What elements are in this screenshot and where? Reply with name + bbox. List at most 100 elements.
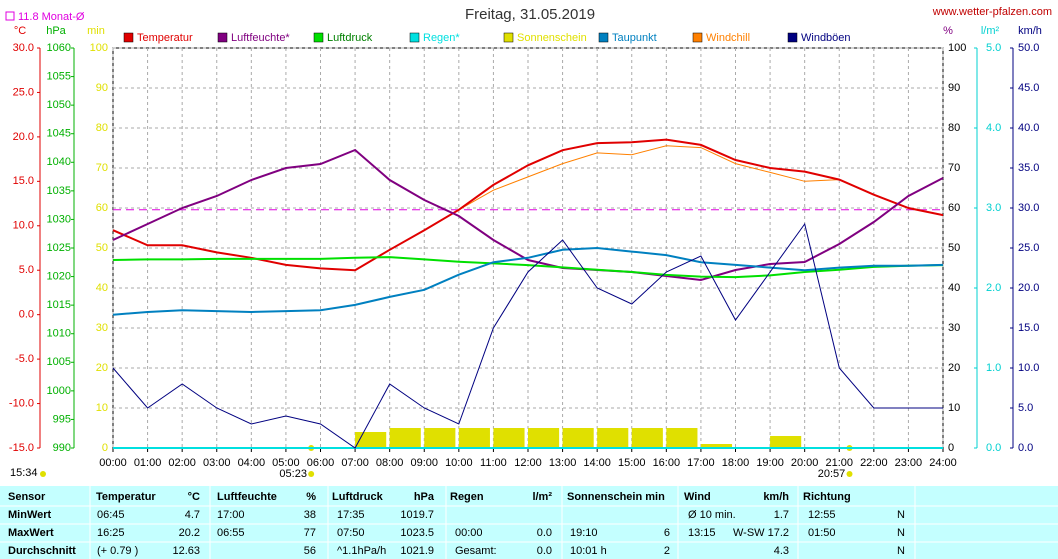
x-tick-label: 03:00 (203, 457, 231, 469)
table-header: °C (188, 491, 200, 503)
x-tick-label: 20:00 (791, 457, 819, 469)
y-tick-label: 1005 (47, 356, 71, 368)
month-average-label: 11.8 Monat-Ø (18, 11, 85, 23)
y-tick-label: 30.0 (13, 42, 34, 54)
y-tick-label: 1015 (47, 299, 71, 311)
table-cell: 1023.5 (400, 527, 434, 539)
table-cell: 4.3 (774, 545, 789, 557)
table-cell: 07:50 (337, 527, 365, 539)
y-tick-label: 70 (948, 162, 960, 174)
table-cell: 13:15 (688, 527, 716, 539)
table-header: % (306, 491, 316, 503)
x-tick-label: 18:00 (722, 457, 750, 469)
series-line (112, 148, 944, 282)
y-tick-label: 10.0 (1018, 362, 1039, 374)
sunshine-bar (666, 428, 698, 448)
table-header: Luftfeuchte (217, 491, 277, 503)
y-tick-label: 4.0 (986, 122, 1001, 134)
y-tick-label: 45.0 (1018, 82, 1039, 94)
sunshine-bar (424, 428, 456, 448)
sunshine-bar (493, 428, 525, 448)
table-cell: 0.0 (537, 545, 552, 557)
y-tick-label: 25.0 (1018, 242, 1039, 254)
legend-swatch (598, 32, 609, 43)
legend-label: Regen* (423, 32, 460, 44)
axis-unit: min (87, 25, 105, 37)
table-cell: 01:50 (808, 527, 836, 539)
table-header: Temperatur (96, 491, 156, 503)
table-header: Sonnenschein min (567, 491, 665, 503)
table-cell: 77 (304, 527, 316, 539)
y-tick-label: 10 (96, 402, 108, 414)
y-tick-label: -15.0 (9, 442, 34, 454)
axis-unit: % (943, 25, 953, 37)
x-tick-label: 08:00 (376, 457, 404, 469)
legend-swatch (409, 32, 420, 43)
table-header: Regen (450, 491, 484, 503)
y-tick-label: 50.0 (1018, 42, 1039, 54)
axis-unit: °C (14, 25, 26, 37)
table-cell: 00:00 (455, 527, 483, 539)
table-cell: N (897, 545, 905, 557)
y-tick-label: 100 (948, 42, 966, 54)
y-tick-label: 80 (96, 122, 108, 134)
site-name: www.wetter-pfalzen.com (932, 6, 1052, 18)
series-line (112, 138, 944, 272)
y-tick-label: 20.0 (1018, 282, 1039, 294)
table-header: l/m² (532, 491, 552, 503)
x-tick-label: 16:00 (653, 457, 681, 469)
table-cell: 17:35 (337, 509, 365, 521)
y-tick-label: 15.0 (1018, 322, 1039, 334)
y-tick-label: 1010 (47, 328, 71, 340)
sunset-label: 20:57 (818, 468, 846, 480)
x-tick-label: 04:00 (238, 457, 266, 469)
y-tick-label: 60 (96, 202, 108, 214)
legend-label: Sonnenschein (517, 32, 587, 44)
table-row-label: MaxWert (8, 527, 54, 539)
table-background (0, 486, 1058, 559)
y-tick-label: 1055 (47, 70, 71, 82)
table-header: Sensor (8, 491, 46, 503)
y-tick-label: 20 (948, 362, 960, 374)
legend-label: Luftfeuchte* (231, 32, 290, 44)
table-cell: Ø 10 min. (688, 509, 736, 521)
table-header: km/h (763, 491, 789, 503)
table-header: Richtung (803, 491, 851, 503)
series-line (112, 256, 944, 279)
table-row-label: MinWert (8, 509, 52, 521)
y-tick-label: 0.0 (19, 309, 34, 321)
y-tick-label: 1060 (47, 42, 71, 54)
y-tick-label: 80 (948, 122, 960, 134)
sunshine-bar (700, 444, 733, 448)
sunshine-bar (631, 428, 663, 448)
x-tick-label: 21:00 (825, 457, 853, 469)
series-line (112, 222, 943, 449)
y-tick-label: 1040 (47, 156, 71, 168)
legend-swatch (692, 32, 703, 43)
y-tick-label: 40.0 (1018, 122, 1039, 134)
x-tick-label: 13:00 (549, 457, 577, 469)
y-tick-label: 30 (948, 322, 960, 334)
x-tick-label: 12:00 (514, 457, 542, 469)
x-tick-label: 24:00 (929, 457, 957, 469)
table-cell: 17:00 (217, 509, 245, 521)
x-tick-label: 22:00 (860, 457, 888, 469)
y-tick-label: 0.0 (986, 442, 1001, 454)
y-tick-label: 25.0 (13, 86, 34, 98)
y-tick-label: 30.0 (1018, 202, 1039, 214)
legend-label: Taupunkt (612, 32, 657, 44)
table-cell: 16:25 (97, 527, 125, 539)
y-tick-label: 35.0 (1018, 162, 1039, 174)
y-tick-label: 15.0 (13, 175, 34, 187)
y-tick-label: 1020 (47, 270, 71, 282)
series-line (112, 246, 944, 316)
x-tick-label: 05:00 (272, 457, 300, 469)
time-marker (40, 471, 46, 477)
y-tick-label: 1045 (47, 128, 71, 140)
y-tick-label: 60 (948, 202, 960, 214)
y-tick-label: 100 (90, 42, 108, 54)
table-cell: 1021.9 (400, 545, 434, 557)
x-tick-label: 02:00 (168, 457, 196, 469)
table-cell: 2 (664, 545, 670, 557)
